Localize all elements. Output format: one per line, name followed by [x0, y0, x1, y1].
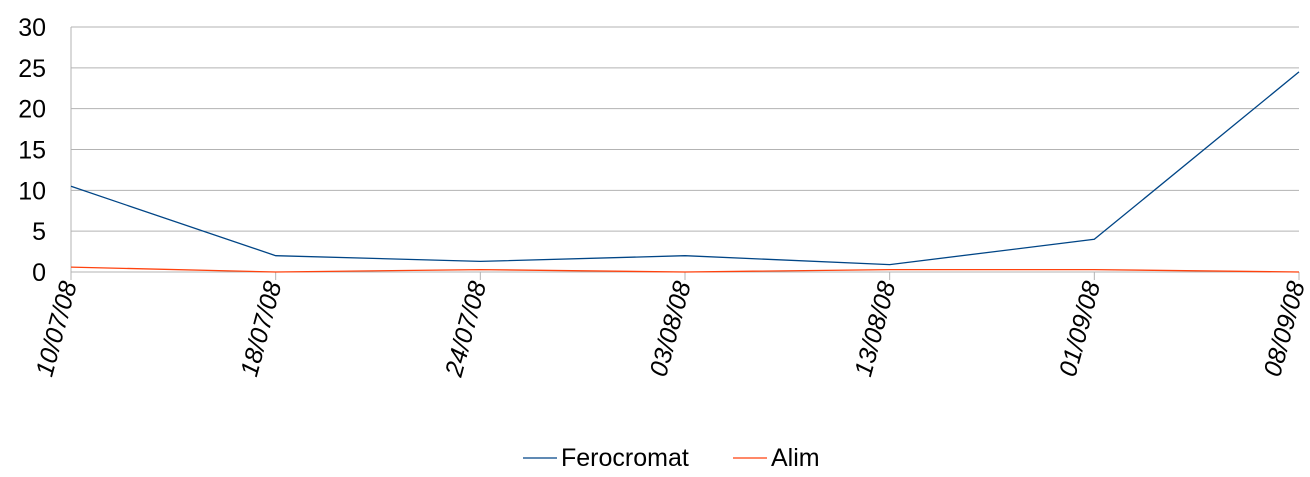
y-axis-tick-labels: 0 5 10 15 20 25 30	[18, 14, 46, 287]
axes	[70, 27, 1300, 280]
x-tick-label: 03/08/08	[645, 278, 697, 379]
y-tick-label: 10	[18, 177, 46, 205]
y-tick-label: 5	[32, 218, 46, 246]
x-tick-label: 13/08/08	[849, 278, 901, 379]
x-tick-label: 24/07/08	[440, 278, 493, 380]
y-tick-label: 30	[18, 14, 46, 42]
gridlines	[71, 26, 1299, 273]
y-tick-label: 15	[18, 137, 46, 165]
x-tick-label: 10/07/08	[31, 278, 83, 379]
y-tick-label: 25	[18, 55, 46, 83]
x-tick-label: 08/09/08	[1259, 278, 1310, 379]
series-line-alim	[70, 266, 1300, 273]
series-lines	[70, 71, 1300, 273]
x-axis-tick-labels: 10/07/08 18/07/08 24/07/08 03/08/08 13/08/08…	[31, 278, 1310, 380]
legend: Ferocromat Alim	[523, 444, 820, 472]
x-tick-label: 18/07/08	[235, 278, 287, 379]
x-tick-label: 01/09/08	[1054, 278, 1106, 379]
series-line-ferocromat	[70, 71, 1300, 266]
y-tick-label: 20	[18, 96, 46, 124]
y-tick-label: 0	[32, 259, 46, 287]
legend-label: Alim	[771, 444, 820, 472]
legend-label: Ferocromat	[561, 444, 689, 472]
